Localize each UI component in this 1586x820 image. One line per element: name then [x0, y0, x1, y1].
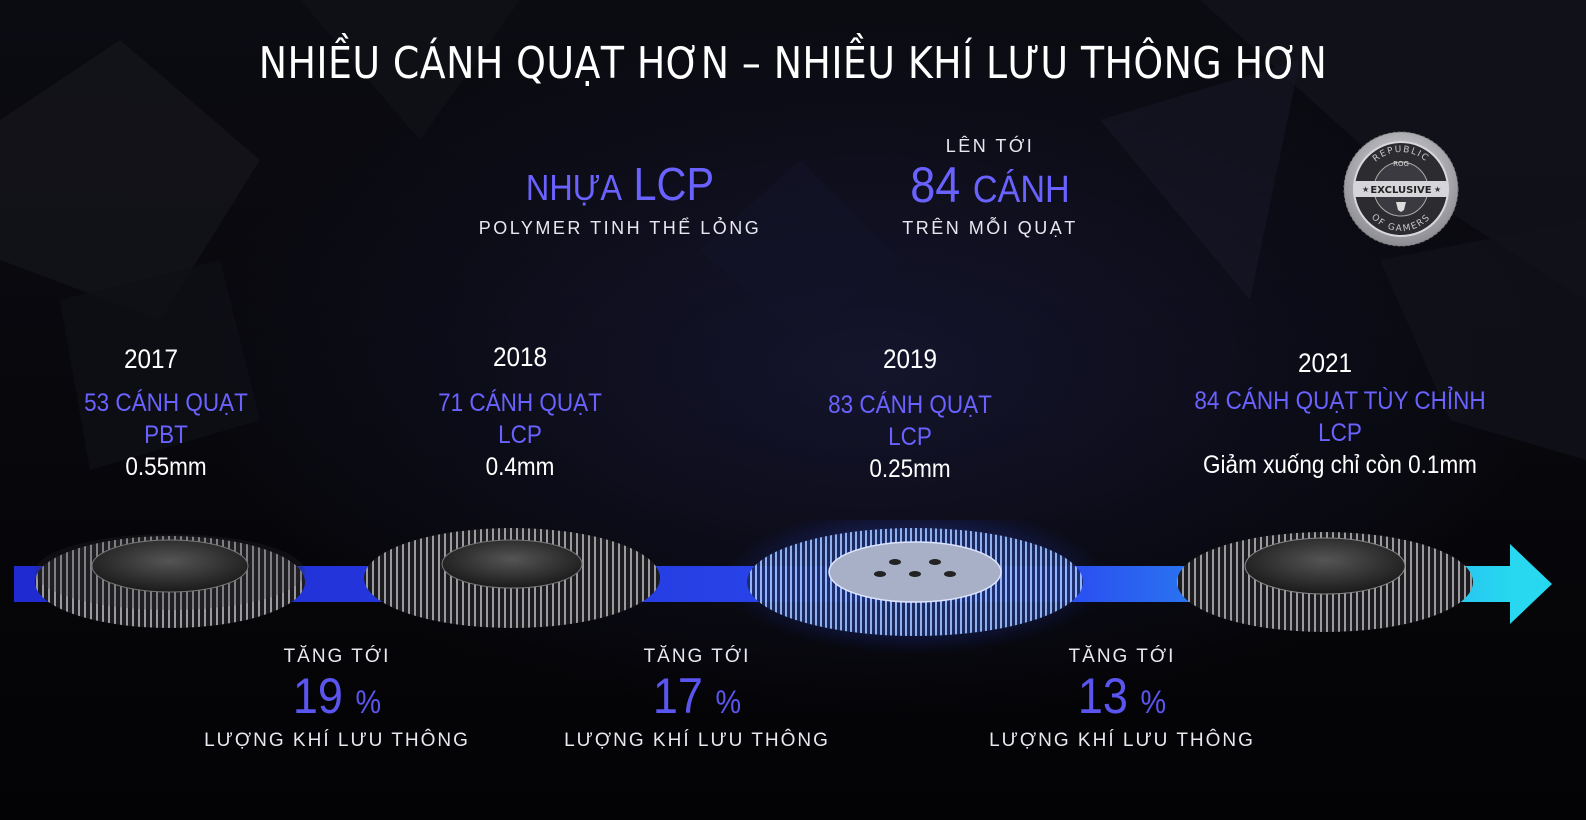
fins-count: 84 CÁNH — [873, 157, 1107, 218]
fan-2021-icon — [1177, 532, 1473, 632]
gain-number: 19 — [292, 668, 343, 724]
badge-shield-icon — [1396, 202, 1406, 212]
generation-year: 2017 — [123, 344, 179, 374]
airflow-gain-3: TĂNG TỚI 13 % LƯỢNG KHÍ LƯU THÔNG — [972, 646, 1272, 752]
fan-2017-icon — [35, 534, 305, 628]
fan-2019-icon — [725, 520, 1105, 654]
fins-post-label: TRÊN MỖI QUẠT — [902, 218, 1078, 238]
generation-blades: 53 CÁNH QUẠT — [84, 389, 248, 417]
generation-year: 2021 — [1297, 348, 1353, 378]
generation-material: LCP — [888, 423, 932, 451]
generation-thickness: Giảm xuống chỉ còn 0.1mm — [1203, 451, 1477, 479]
page-title: NHIỀU CÁNH QUẠT HƠN – NHIỀU KHÍ LƯU THÔN… — [258, 38, 1328, 89]
fan-2018-icon — [364, 528, 660, 628]
gain-footer: LƯỢNG KHÍ LƯU THÔNG — [989, 730, 1255, 751]
fins-unit: CÁNH — [972, 169, 1070, 211]
gain-value: 13 % — [987, 668, 1257, 730]
generation-2018: 2018 71 CÁNH QUẠT LCP 0.4mm — [360, 342, 680, 483]
gain-footer: LƯỢNG KHÍ LƯU THÔNG — [564, 730, 830, 751]
gain-value: 17 % — [562, 668, 832, 730]
generation-thickness: 0.25mm — [869, 455, 951, 483]
gain-number: 13 — [1077, 668, 1128, 724]
generation-material: LCP — [1318, 419, 1362, 447]
generation-material: PBT — [144, 421, 188, 449]
gain-unit: % — [1140, 684, 1167, 720]
generation-2019: 2019 83 CÁNH QUẠT LCP 0.25mm — [750, 344, 1070, 485]
airflow-gain-2: TĂNG TỚI 17 % LƯỢNG KHÍ LƯU THÔNG — [547, 646, 847, 752]
rog-exclusive-badge: REPUBLIC OF GAMERS EXCLUSIVE ROG ★ ★ — [1343, 131, 1459, 247]
generation-material: LCP — [498, 421, 542, 449]
generation-year: 2018 — [492, 342, 548, 372]
badge-star-right-icon: ★ — [1434, 185, 1441, 194]
generation-2021: 2021 84 CÁNH QUẠT TÙY CHỈNH LCP Giảm xuố… — [1160, 348, 1520, 481]
fins-pre-label: LÊN TỚI — [945, 136, 1035, 156]
gain-footer: LƯỢNG KHÍ LƯU THÔNG — [204, 730, 470, 751]
airflow-gain-1: TĂNG TỚI 19 % LƯỢNG KHÍ LƯU THÔNG — [187, 646, 487, 752]
generation-thickness: 0.55mm — [125, 453, 207, 481]
gain-label: TĂNG TỚI — [283, 646, 391, 667]
generation-blades: 84 CÁNH QUẠT TÙY CHỈNH — [1194, 387, 1486, 415]
badge-star-left-icon: ★ — [1362, 185, 1369, 194]
gain-value: 19 % — [202, 668, 472, 730]
material-name: LCP — [633, 158, 715, 210]
timeline-arrow-head-icon — [1510, 544, 1552, 624]
badge-brand-text: ROG — [1393, 160, 1409, 168]
timeline-graphic — [14, 520, 1552, 654]
generation-blades: 83 CÁNH QUẠT — [828, 391, 992, 419]
gain-number: 17 — [652, 668, 703, 724]
material-prefix: NHỰA — [525, 167, 623, 208]
badge-center-text: EXCLUSIVE — [1370, 185, 1431, 196]
generation-year: 2019 — [882, 344, 938, 374]
generation-2017: 2017 53 CÁNH QUẠT PBT 0.55mm — [6, 344, 326, 483]
material-subtitle: POLYMER TINH THỂ LỎNG — [478, 218, 762, 238]
generation-blades: 71 CÁNH QUẠT — [438, 389, 602, 417]
gain-unit: % — [355, 684, 382, 720]
fins-callout: LÊN TỚI 84 CÁNH TRÊN MỖI QUẠT — [860, 136, 1120, 239]
material-heading: NHỰA LCP — [485, 156, 755, 216]
fins-number: 84 — [910, 157, 961, 213]
gain-unit: % — [715, 684, 742, 720]
gain-label: TĂNG TỚI — [1068, 646, 1176, 667]
generation-thickness: 0.4mm — [485, 453, 555, 481]
material-callout: NHỰA LCP POLYMER TINH THỂ LỎNG — [470, 156, 770, 239]
gain-label: TĂNG TỚI — [643, 646, 751, 667]
